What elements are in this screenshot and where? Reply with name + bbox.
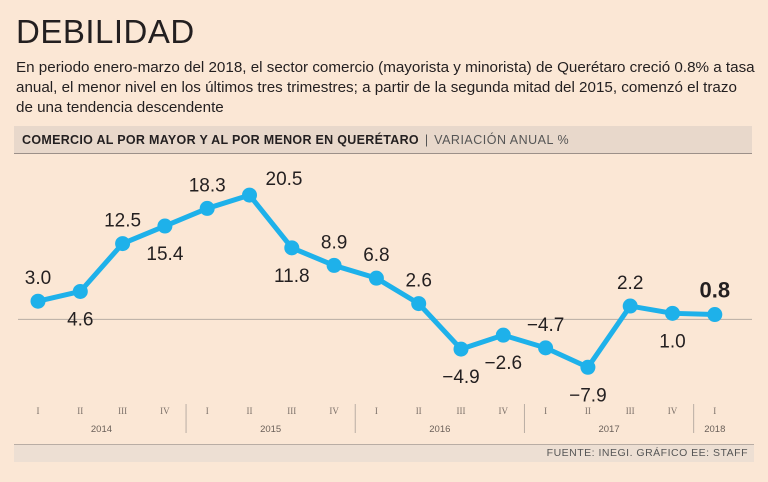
x-tick-label: IV (668, 406, 678, 416)
data-point (199, 200, 215, 216)
x-tick-label: I (544, 406, 547, 416)
data-point (453, 341, 469, 357)
x-tick-label: IV (499, 406, 509, 416)
data-label: −2.6 (485, 353, 523, 374)
data-label: −4.9 (442, 367, 480, 388)
data-label: 20.5 (266, 169, 303, 190)
data-point (242, 187, 257, 203)
data-label: 11.8 (274, 266, 310, 287)
x-tick-label: II (77, 406, 83, 416)
data-label: 8.9 (321, 232, 347, 253)
year-label: 2015 (260, 424, 281, 435)
year-label: 2016 (429, 424, 450, 435)
x-tick-label: I (713, 406, 716, 416)
data-label: 3.0 (25, 268, 51, 289)
data-point (580, 359, 596, 375)
data-point (284, 240, 300, 256)
data-label: 4.6 (67, 309, 93, 330)
data-label: 2.6 (405, 271, 431, 292)
chart-unit: VARIACIÓN ANUAL % (434, 132, 570, 147)
data-label: 2.2 (617, 273, 643, 294)
x-tick-label: II (247, 406, 253, 416)
year-label: 2018 (704, 424, 725, 435)
source-note: FUENTE: INEGI. GRÁFICO EE: STAFF (14, 444, 754, 462)
lede-paragraph: En periodo enero-marzo del 2018, el sect… (16, 59, 755, 116)
data-point (707, 307, 723, 323)
data-point (326, 257, 342, 273)
data-point (411, 296, 427, 312)
x-tick-label: I (206, 406, 209, 416)
x-tick-label: IV (160, 406, 170, 416)
data-point (665, 305, 680, 321)
page-title: DEBILIDAD (16, 13, 195, 50)
data-label: 1.0 (659, 331, 685, 352)
x-tick-label: II (585, 406, 591, 416)
x-tick-label: II (416, 406, 422, 416)
data-point (538, 340, 554, 356)
x-tick-label: III (118, 406, 127, 416)
x-tick-label: I (375, 406, 378, 416)
year-label: 2014 (91, 424, 112, 435)
data-point (495, 327, 511, 343)
x-tick-label: IV (329, 406, 339, 416)
chart-title: COMERCIO AL POR MAYOR Y AL POR MENOR EN … (22, 132, 419, 147)
data-point (72, 283, 88, 299)
data-label: 15.4 (146, 244, 183, 265)
data-point (368, 270, 384, 286)
x-tick-label: III (457, 406, 466, 416)
data-label-highlight: 0.8 (700, 278, 731, 303)
header-separator: | (424, 132, 429, 147)
data-point (30, 293, 46, 309)
data-label: 12.5 (104, 211, 141, 232)
year-label: 2017 (598, 424, 619, 435)
chart-header: COMERCIO AL POR MAYOR Y AL POR MENOR EN … (14, 126, 752, 154)
x-tick-label: III (626, 406, 635, 416)
data-point (115, 236, 131, 252)
data-label: −7.9 (569, 385, 607, 406)
x-tick-label: I (37, 406, 40, 416)
data-label: −4.7 (527, 315, 565, 336)
data-label: 18.3 (189, 175, 226, 196)
data-label: 6.8 (363, 245, 389, 266)
data-point (157, 218, 173, 234)
x-tick-label: III (287, 406, 296, 416)
data-point (622, 298, 638, 314)
